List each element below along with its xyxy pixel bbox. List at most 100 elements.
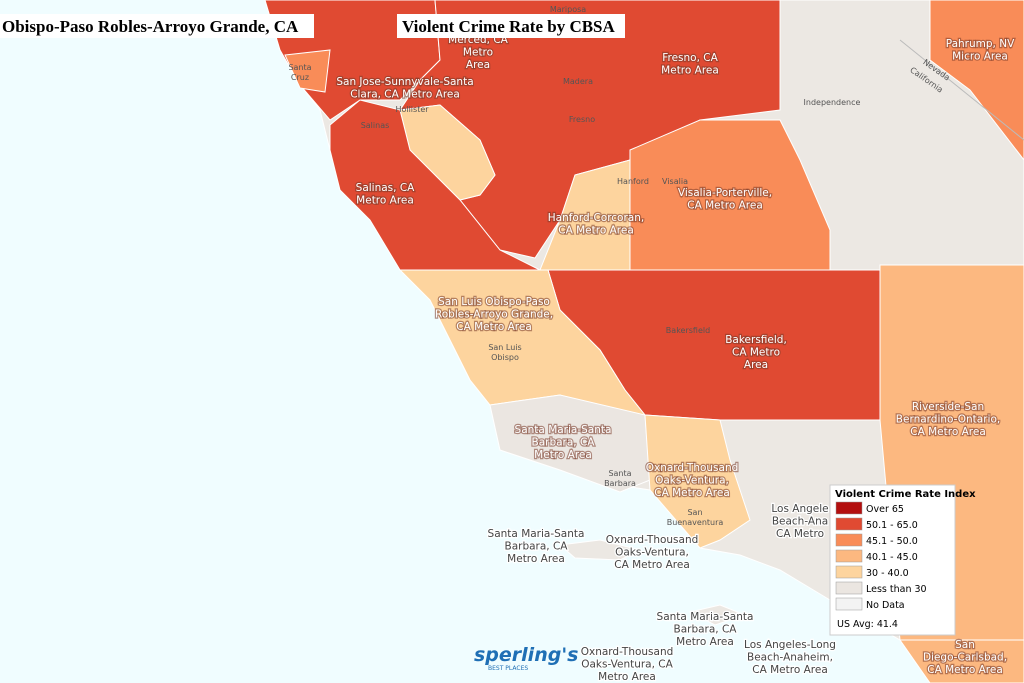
region bbox=[644, 414, 751, 549]
label-line: Beach-Ana bbox=[772, 516, 828, 528]
place-banner bbox=[0, 14, 314, 38]
label-line: Metro Area bbox=[356, 195, 414, 207]
label-line: Independence bbox=[804, 98, 861, 107]
place-label: San Luis Obispo bbox=[488, 343, 521, 362]
legend-note: US Avg: 41.4 bbox=[837, 619, 898, 630]
label-line: San Luis Obispo-Paso bbox=[438, 296, 550, 308]
label-line: Area bbox=[744, 359, 768, 371]
logo: sperling's bbox=[474, 644, 578, 666]
legend-swatch bbox=[835, 501, 863, 515]
title: Violent Crime Rate by CBSA bbox=[402, 17, 616, 36]
label-line: Oxnard-Thousand bbox=[606, 534, 699, 546]
label-line: Oaks-Ventura, CA bbox=[581, 659, 673, 671]
label-line: Santa Maria-Santa bbox=[488, 528, 585, 540]
region-label: Fresno, CA Metro Area bbox=[661, 52, 719, 77]
region-label: Oxnard-Thousand Oaks-Ventura, CA Metro Are… bbox=[646, 462, 739, 499]
label-line: Beach-Anaheim, bbox=[747, 652, 833, 664]
label-line: CA Metro Area bbox=[910, 426, 986, 438]
legend-label: 30 - 40.0 bbox=[866, 568, 909, 579]
label-line: CA Metro Area bbox=[614, 559, 690, 571]
label-line: CA Metro Area bbox=[558, 225, 634, 237]
label-line: Metro Area bbox=[507, 553, 565, 565]
label-line: CA Metro Area bbox=[752, 664, 828, 676]
label-line: Santa bbox=[288, 63, 311, 72]
region-label: Riverside-San Bernardino-Ontario, CA Metro… bbox=[896, 401, 1000, 438]
region-label: Salinas, CA Metro Area bbox=[356, 182, 416, 207]
title-banner bbox=[397, 14, 625, 38]
legend-swatch bbox=[835, 517, 863, 531]
label-line: Metro Area bbox=[661, 65, 719, 77]
label-line: Hanford-Corcoran, bbox=[548, 212, 644, 224]
region-label: San Diego-Carlsbad, CA Metro Area bbox=[923, 639, 1007, 676]
legend-title: Violent Crime Rate Index bbox=[835, 489, 976, 500]
legend-label: 45.1 - 50.0 bbox=[866, 536, 918, 547]
label-line: Madera bbox=[563, 77, 593, 86]
place-label: Santa Barbara bbox=[604, 469, 636, 488]
label-line: Los Angeles-Long bbox=[744, 639, 836, 651]
label-line: San bbox=[687, 508, 702, 517]
label-line: Hanford bbox=[617, 177, 649, 186]
label-line: Obispo bbox=[491, 353, 519, 362]
legend-label: Less than 30 bbox=[866, 584, 927, 595]
legend-items: Over 65 50.1 - 65.0 45.1 - 50.0 40.1 - 45.0… bbox=[835, 501, 927, 611]
place-label: San Buenaventura bbox=[667, 508, 724, 527]
label-line: Mariposa bbox=[550, 5, 586, 14]
label-line: Los Angele bbox=[771, 503, 828, 515]
label-line: Barbara, CA bbox=[505, 541, 569, 553]
label-line: San bbox=[955, 639, 975, 651]
label-line: CA Metro Area bbox=[654, 487, 730, 499]
label-line: Pahrump, NV bbox=[946, 38, 1015, 50]
label-line: CA Metro Area bbox=[456, 321, 532, 333]
label-line: Hollister bbox=[395, 105, 429, 114]
label-line: Diego-Carlsbad, bbox=[923, 652, 1007, 664]
label-line: Metro Area bbox=[534, 449, 592, 461]
region bbox=[329, 99, 541, 271]
label-line: Barbara, CA bbox=[674, 624, 738, 636]
place-label: Hanford bbox=[617, 177, 649, 186]
region bbox=[899, 639, 1024, 683]
legend-label: No Data bbox=[866, 600, 905, 611]
island bbox=[558, 539, 642, 561]
label-line: Oaks-Ventura, bbox=[615, 547, 689, 559]
region bbox=[929, 0, 1024, 161]
label-line: Fresno, CA bbox=[662, 52, 718, 64]
region bbox=[284, 49, 331, 93]
label-line: Clara, CA Metro Area bbox=[350, 89, 460, 101]
legend-label: 40.1 - 45.0 bbox=[866, 552, 918, 563]
label-line: CA Metro Area bbox=[687, 200, 763, 212]
label-line: Fresno bbox=[569, 115, 595, 124]
label-line: CA Metro Area bbox=[927, 664, 1003, 676]
legend-label: 50.1 - 65.0 bbox=[866, 520, 918, 531]
legend-swatch bbox=[835, 549, 863, 563]
region-label: Los Angele Beach-Ana CA Metro bbox=[771, 503, 828, 540]
region-label: Oxnard-Thousand Oaks-Ventura, CA Metro Are… bbox=[581, 646, 674, 683]
label-line: San Luis bbox=[488, 343, 521, 352]
label-line: CA Metro bbox=[776, 528, 824, 540]
label-line: Salinas, CA bbox=[356, 182, 416, 194]
label-line: Bakersfield bbox=[666, 326, 710, 335]
label-line: Barbara, CA bbox=[532, 437, 596, 449]
label-line: Micro Area bbox=[952, 51, 1008, 63]
place-label: Visalia bbox=[662, 177, 688, 186]
label-line: San Jose-Sunnyvale-Santa bbox=[336, 76, 473, 88]
label-line: Cruz bbox=[291, 73, 309, 82]
logo-tagline: BEST PLACES bbox=[488, 665, 528, 672]
region-label: Hanford-Corcoran, CA Metro Area bbox=[548, 212, 644, 237]
place-label: Madera bbox=[563, 77, 593, 86]
place-label: Santa Cruz bbox=[288, 63, 311, 82]
place-label: Independence bbox=[804, 98, 861, 107]
island bbox=[688, 604, 747, 626]
label-line: Santa Maria-Santa bbox=[657, 611, 754, 623]
label-line: Oxnard-Thousand bbox=[646, 462, 739, 474]
region-label: Oxnard-Thousand Oaks-Ventura, CA Metro Are… bbox=[606, 534, 699, 571]
region-label: Pahrump, NV Micro Area bbox=[946, 38, 1015, 63]
legend-swatch bbox=[835, 533, 863, 547]
region-label: San Luis Obispo-Paso Robles-Arroyo Grande… bbox=[435, 296, 553, 333]
place-label: Bakersfield bbox=[666, 326, 710, 335]
label-line: Riverside-San bbox=[912, 401, 984, 413]
label-line: Santa bbox=[608, 469, 631, 478]
region bbox=[489, 394, 651, 493]
place-label: Mariposa bbox=[550, 5, 586, 14]
